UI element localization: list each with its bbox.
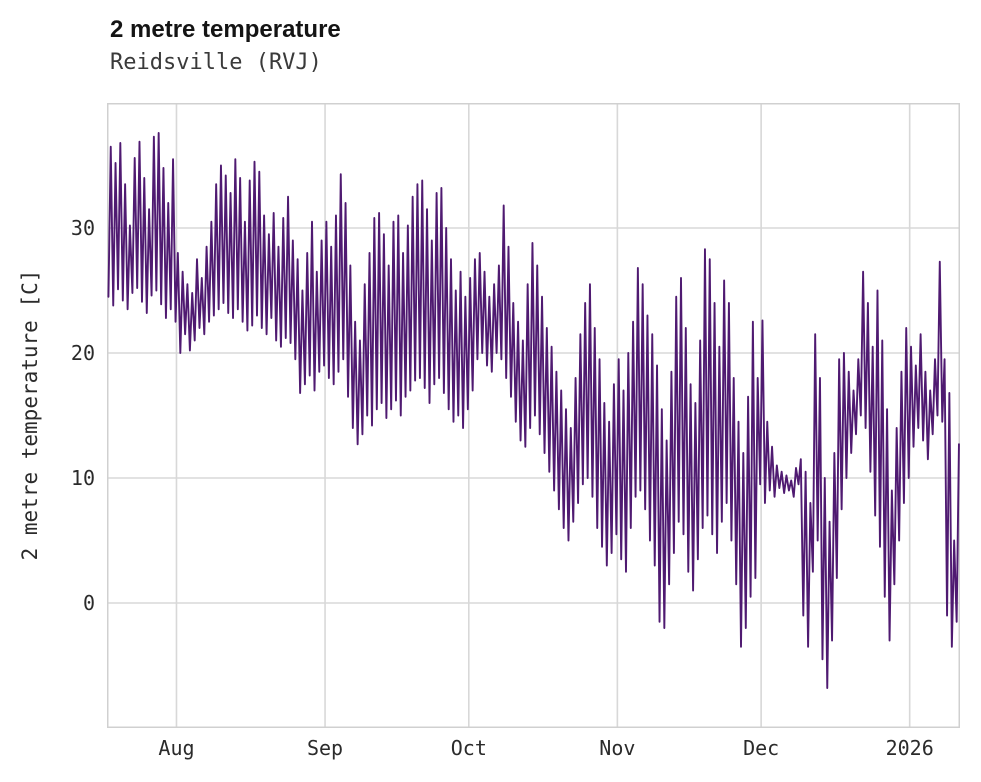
x-tick-label: 2026 bbox=[885, 736, 934, 760]
x-tick-label: Aug bbox=[158, 736, 195, 760]
plot-area bbox=[107, 103, 960, 728]
y-tick-label: 30 bbox=[70, 216, 95, 240]
x-tick-label: Nov bbox=[599, 736, 636, 760]
temperature-line bbox=[107, 132, 960, 689]
chart-title: 2 metre temperature bbox=[110, 16, 341, 43]
x-tick-label: Sep bbox=[306, 736, 344, 760]
y-tick-label: 10 bbox=[70, 466, 95, 490]
plot-border bbox=[107, 103, 960, 728]
x-tick-label: Dec bbox=[743, 736, 780, 760]
chart-subtitle: Reidsville (RVJ) bbox=[110, 50, 322, 75]
y-tick-label: 0 bbox=[82, 591, 95, 615]
y-tick-label: 20 bbox=[70, 341, 95, 365]
x-tick-label: Oct bbox=[450, 736, 487, 760]
y-axis-label: 2 metre temperature [C] bbox=[18, 269, 42, 561]
